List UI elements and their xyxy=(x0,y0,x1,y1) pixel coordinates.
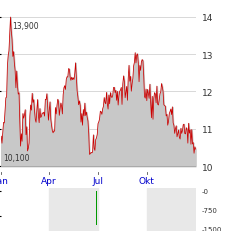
Bar xyxy=(96,191,97,225)
Text: Okt: Okt xyxy=(139,176,155,185)
Text: 10,100: 10,100 xyxy=(3,153,29,162)
Text: Jan: Jan xyxy=(0,176,8,185)
Bar xyxy=(49,188,98,231)
Text: 13,900: 13,900 xyxy=(12,22,39,31)
Bar xyxy=(147,188,196,231)
Text: Jul: Jul xyxy=(92,176,103,185)
Text: Apr: Apr xyxy=(42,176,57,185)
